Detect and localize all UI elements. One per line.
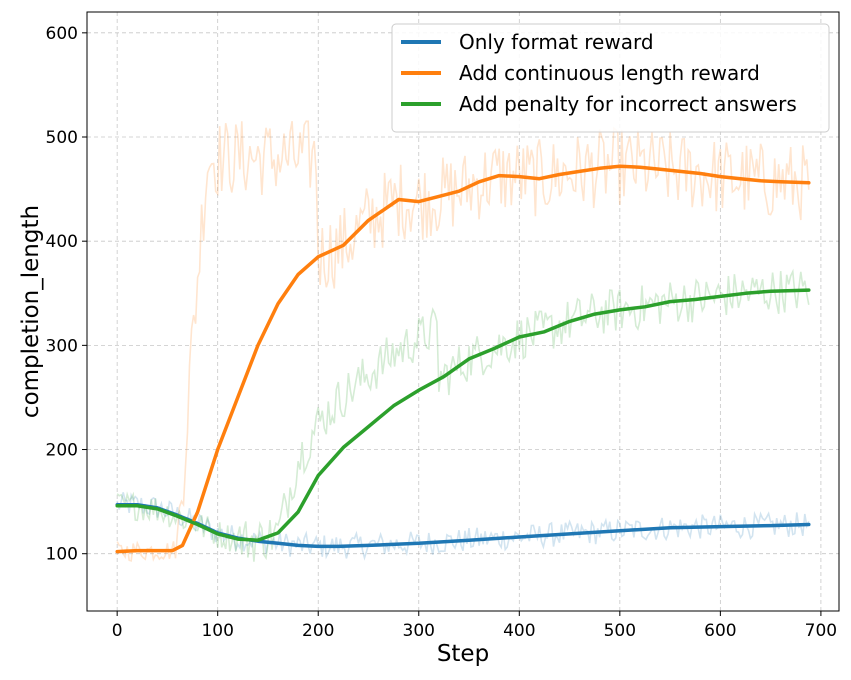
raw-series-layer xyxy=(116,120,810,562)
x-tick-label: 0 xyxy=(112,621,123,641)
series-layer xyxy=(115,164,811,554)
x-tick-label: 400 xyxy=(503,621,535,641)
x-axis-label: Step xyxy=(437,641,489,667)
x-tick-label: 300 xyxy=(403,621,435,641)
y-tick-label: 100 xyxy=(46,545,78,565)
legend-box xyxy=(391,23,830,133)
y-tick-label: 500 xyxy=(46,128,78,148)
legend-label: Only format reward xyxy=(459,30,654,54)
y-tick-label: 400 xyxy=(46,232,78,252)
y-tick-label: 200 xyxy=(46,441,78,461)
legend: Only format reward Add continuous length … xyxy=(391,23,830,133)
series-line xyxy=(115,164,811,554)
x-tick-label: 600 xyxy=(704,621,736,641)
series-line xyxy=(115,288,811,542)
plot-frame xyxy=(86,11,840,612)
x-tick-label: 500 xyxy=(604,621,636,641)
y-tick-label: 600 xyxy=(46,24,78,44)
legend-label: Add continuous length reward xyxy=(459,61,760,85)
x-tick-label: 200 xyxy=(302,621,334,641)
raw-series-trace xyxy=(116,120,810,562)
ticks: 0 100 200 300 400 500 600 700 100 200 300 400 500 600 xyxy=(46,24,838,641)
x-tick-label: 700 xyxy=(805,621,837,641)
y-tick-label: 300 xyxy=(46,336,78,356)
legend-label: Add penalty for incorrect answers xyxy=(459,92,797,116)
x-tick-label: 100 xyxy=(201,621,233,641)
raw-series-trace xyxy=(116,268,810,562)
y-axis-label: completion_length xyxy=(18,205,44,418)
